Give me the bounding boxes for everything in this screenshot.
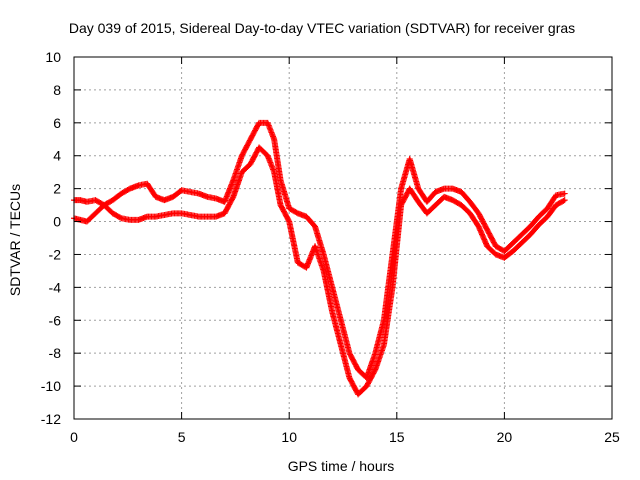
y-tick-label: -12 xyxy=(41,411,61,427)
y-tick-label: -10 xyxy=(41,378,61,394)
x-tick-label: 0 xyxy=(70,429,78,445)
x-tick-label: 15 xyxy=(389,429,405,445)
y-tick-label: -6 xyxy=(49,312,62,328)
plot-frame xyxy=(73,56,613,420)
y-tick-label: 4 xyxy=(53,148,61,164)
data-series xyxy=(71,119,568,398)
x-tick-label: 20 xyxy=(497,429,513,445)
axis-ticks: 0 5 10 15 20 25 -12 -10 -8 -6 -4 -2 0 2 4 6 8 10 xyxy=(41,49,620,445)
data-point xyxy=(561,197,568,204)
x-axis-label: GPS time / hours xyxy=(288,458,395,474)
data-point xyxy=(371,367,378,374)
y-tick-label: 6 xyxy=(53,115,61,131)
x-tick-label: 5 xyxy=(178,429,186,445)
x-tick-label: 25 xyxy=(604,429,620,445)
data-point xyxy=(560,197,567,204)
y-tick-label: -8 xyxy=(49,345,62,361)
y-tick-label: -2 xyxy=(49,246,62,262)
grid-lines xyxy=(74,57,612,419)
x-tick-label: 10 xyxy=(281,429,297,445)
y-tick-label: 2 xyxy=(53,181,61,197)
data-point xyxy=(285,217,292,224)
data-point xyxy=(117,214,124,221)
y-tick-label: 10 xyxy=(45,49,61,65)
data-point xyxy=(561,190,568,197)
chart-title: Day 039 of 2015, Sidereal Day-to-day VTE… xyxy=(69,20,575,36)
y-tick-label: -4 xyxy=(49,279,62,295)
data-point xyxy=(229,195,236,202)
y-tick-label: 0 xyxy=(53,214,61,230)
y-tick-label: 8 xyxy=(53,82,61,98)
y-axis-label: SDTVAR / TECUs xyxy=(7,184,23,296)
